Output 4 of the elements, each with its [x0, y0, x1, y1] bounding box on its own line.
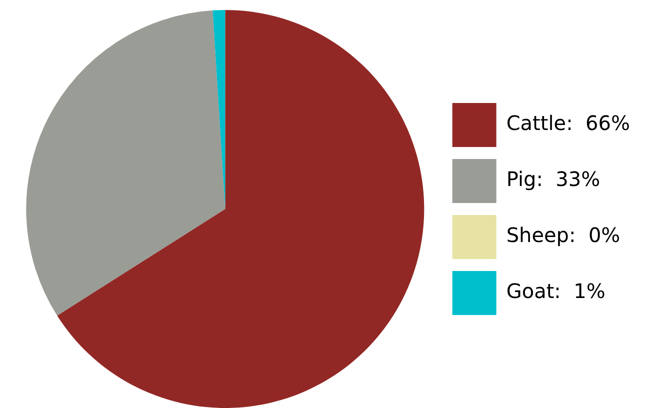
legend-label: Goat: 1%: [506, 279, 606, 304]
legend-label: Pig: 33%: [506, 167, 600, 192]
legend-label: Cattle: 66%: [506, 111, 630, 136]
legend-label: Sheep: 0%: [506, 223, 620, 248]
